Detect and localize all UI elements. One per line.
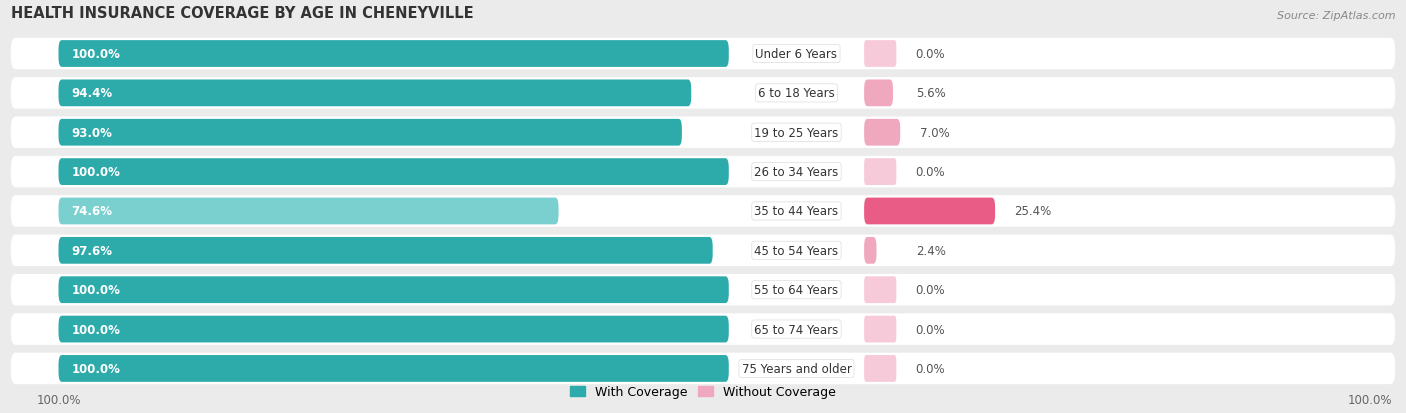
Text: HEALTH INSURANCE COVERAGE BY AGE IN CHENEYVILLE: HEALTH INSURANCE COVERAGE BY AGE IN CHEN…: [11, 6, 474, 21]
Text: 45 to 54 Years: 45 to 54 Years: [755, 244, 838, 257]
FancyBboxPatch shape: [865, 355, 897, 382]
Text: 5.6%: 5.6%: [915, 87, 945, 100]
Text: 100.0%: 100.0%: [72, 362, 121, 375]
FancyBboxPatch shape: [59, 237, 713, 264]
Text: 19 to 25 Years: 19 to 25 Years: [755, 126, 838, 140]
Text: 75 Years and older: 75 Years and older: [741, 362, 852, 375]
Text: 6 to 18 Years: 6 to 18 Years: [758, 87, 835, 100]
FancyBboxPatch shape: [11, 353, 1395, 384]
FancyBboxPatch shape: [59, 198, 558, 225]
FancyBboxPatch shape: [11, 157, 1395, 188]
Text: 94.4%: 94.4%: [72, 87, 112, 100]
Text: 65 to 74 Years: 65 to 74 Years: [755, 323, 838, 336]
FancyBboxPatch shape: [11, 78, 1395, 109]
FancyBboxPatch shape: [59, 41, 728, 68]
Text: 0.0%: 0.0%: [915, 283, 945, 297]
FancyBboxPatch shape: [59, 120, 682, 146]
Text: 26 to 34 Years: 26 to 34 Years: [755, 166, 838, 179]
FancyBboxPatch shape: [59, 159, 728, 185]
Text: 0.0%: 0.0%: [915, 362, 945, 375]
FancyBboxPatch shape: [11, 235, 1395, 266]
Text: 93.0%: 93.0%: [72, 126, 112, 140]
Text: 25.4%: 25.4%: [1014, 205, 1052, 218]
Text: 35 to 44 Years: 35 to 44 Years: [755, 205, 838, 218]
FancyBboxPatch shape: [865, 237, 876, 264]
Text: 0.0%: 0.0%: [915, 166, 945, 179]
FancyBboxPatch shape: [865, 316, 897, 343]
Text: 97.6%: 97.6%: [72, 244, 112, 257]
Text: 100.0%: 100.0%: [72, 166, 121, 179]
FancyBboxPatch shape: [865, 80, 893, 107]
FancyBboxPatch shape: [865, 198, 995, 225]
Text: 55 to 64 Years: 55 to 64 Years: [755, 283, 838, 297]
FancyBboxPatch shape: [11, 274, 1395, 306]
FancyBboxPatch shape: [59, 316, 728, 343]
FancyBboxPatch shape: [59, 80, 692, 107]
Text: 100.0%: 100.0%: [37, 393, 80, 406]
Text: Source: ZipAtlas.com: Source: ZipAtlas.com: [1277, 11, 1395, 21]
FancyBboxPatch shape: [11, 39, 1395, 70]
FancyBboxPatch shape: [865, 277, 897, 304]
FancyBboxPatch shape: [865, 120, 900, 146]
Text: Under 6 Years: Under 6 Years: [755, 48, 838, 61]
Text: 100.0%: 100.0%: [1348, 393, 1392, 406]
FancyBboxPatch shape: [865, 159, 897, 185]
Text: 100.0%: 100.0%: [72, 283, 121, 297]
FancyBboxPatch shape: [865, 41, 897, 68]
FancyBboxPatch shape: [59, 355, 728, 382]
FancyBboxPatch shape: [59, 277, 728, 304]
Text: 0.0%: 0.0%: [915, 323, 945, 336]
FancyBboxPatch shape: [11, 117, 1395, 149]
Legend: With Coverage, Without Coverage: With Coverage, Without Coverage: [565, 380, 841, 403]
Text: 74.6%: 74.6%: [72, 205, 112, 218]
Text: 2.4%: 2.4%: [915, 244, 946, 257]
FancyBboxPatch shape: [11, 196, 1395, 227]
Text: 100.0%: 100.0%: [72, 48, 121, 61]
FancyBboxPatch shape: [11, 313, 1395, 345]
Text: 7.0%: 7.0%: [920, 126, 949, 140]
Text: 0.0%: 0.0%: [915, 48, 945, 61]
Text: 100.0%: 100.0%: [72, 323, 121, 336]
